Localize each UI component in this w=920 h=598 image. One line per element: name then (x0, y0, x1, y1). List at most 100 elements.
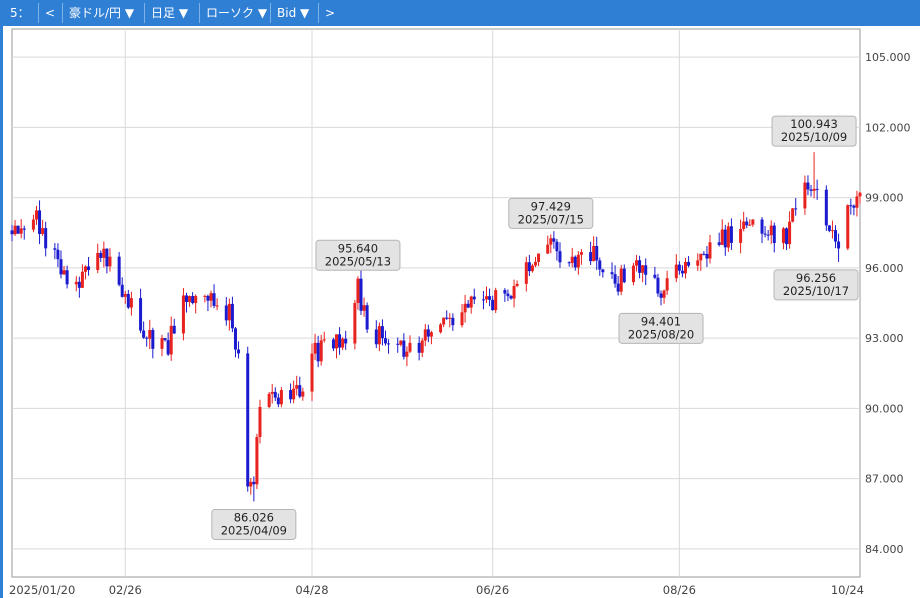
candle-up (708, 242, 712, 259)
candle-down (766, 234, 770, 236)
candle-down (99, 252, 103, 258)
candle-down (834, 230, 838, 242)
candle-up (699, 253, 703, 261)
candle-down (680, 270, 684, 274)
price-type-select[interactable]: Bid ▼ (270, 3, 315, 23)
candle-up (353, 302, 357, 344)
candle-up (215, 305, 219, 307)
candle-up (31, 219, 35, 230)
candle-down (794, 208, 798, 210)
candle-down (316, 342, 320, 362)
candle-up (570, 256, 574, 263)
candle-up (83, 266, 87, 272)
candle-down (142, 330, 146, 338)
candle-down (677, 264, 681, 271)
candle-down (687, 261, 691, 266)
y-tick-label: 90.000 (865, 402, 904, 415)
candle-down (837, 241, 841, 249)
candle-up (227, 303, 231, 321)
candle-down (809, 189, 813, 191)
candle-up (420, 340, 424, 353)
candle-up (188, 296, 192, 302)
candle-down (451, 317, 455, 326)
candle-up (181, 295, 185, 334)
candle-down (237, 349, 241, 354)
y-tick-label: 102.000 (865, 121, 911, 134)
x-tick-label: 08/26 (663, 583, 696, 597)
candle-down (246, 353, 250, 487)
candle-down (206, 295, 210, 301)
candle-down (276, 397, 280, 405)
chart-type-select[interactable]: ローソク ▼ (199, 3, 273, 23)
candle-down (145, 337, 149, 339)
candle-down (852, 205, 856, 208)
candle-up (96, 252, 100, 270)
candlestick-chart[interactable]: 84.000 87.000 90.000 93.000 96.000 99.000 102.… (3, 26, 920, 598)
x-tick-label: 02/26 (109, 583, 142, 597)
timeframe-select[interactable]: 日足 ▼ (144, 3, 194, 23)
candle-up (855, 196, 859, 208)
candle-up (442, 317, 446, 325)
candle-up (812, 188, 816, 191)
candle-up (546, 244, 550, 254)
candle-down (402, 340, 406, 357)
candle-up (160, 338, 164, 349)
candle-down (558, 251, 562, 263)
candle-up (696, 260, 700, 266)
candle-down (191, 296, 195, 304)
candle-up (203, 295, 207, 297)
candle-down (387, 343, 391, 345)
candle-up (791, 208, 795, 222)
candle-up (429, 332, 433, 337)
y-tick-label: 96.000 (865, 262, 904, 275)
candle-down (824, 189, 828, 226)
candle-down (616, 283, 620, 292)
candle-up (665, 278, 669, 291)
currency-pair-select[interactable]: 豪ドル/円 ▼ (62, 3, 140, 23)
candle-down (815, 188, 819, 190)
candle-down (552, 238, 556, 242)
candle-down (772, 225, 776, 244)
candle-down (139, 298, 143, 331)
candle-up (742, 221, 746, 229)
next-button[interactable]: > (318, 3, 341, 23)
candle-up (576, 254, 580, 268)
candle-up (249, 481, 253, 487)
plot-area (11, 28, 861, 578)
candle-up (619, 268, 623, 292)
candle-up (463, 303, 467, 313)
candle-up (74, 281, 78, 285)
candle-down (622, 268, 626, 283)
chart-slot-label: 5： (10, 6, 30, 20)
candle-down (595, 245, 599, 261)
candle-down (230, 303, 234, 329)
candle-up (399, 340, 403, 345)
candle-up (460, 312, 464, 326)
prev-button[interactable]: < (38, 3, 61, 23)
candle-down (763, 233, 767, 235)
candle-up (41, 228, 45, 234)
callout-price: 97.429 (531, 199, 571, 213)
y-tick-label: 84.000 (865, 543, 904, 556)
candle-down (383, 338, 387, 344)
candle-down (849, 205, 853, 207)
candle-up (108, 256, 112, 267)
candle-up (319, 340, 323, 362)
candle-up (537, 253, 541, 262)
candle-up (267, 393, 271, 407)
callout-date: 2025/07/15 (518, 212, 584, 226)
candle-down (59, 259, 63, 275)
candle-down (598, 260, 602, 270)
candle-up (524, 262, 528, 284)
candle-down (785, 228, 789, 245)
candle-up (684, 261, 688, 274)
candle-up (533, 261, 537, 266)
candle-up (335, 334, 339, 349)
candle-down (653, 274, 657, 278)
candle-down (723, 229, 727, 248)
candle-down (252, 481, 256, 485)
candle-down (806, 182, 810, 190)
callout-price: 100.943 (790, 117, 838, 131)
candle-up (362, 305, 366, 311)
y-tick-label: 87.000 (865, 473, 904, 486)
